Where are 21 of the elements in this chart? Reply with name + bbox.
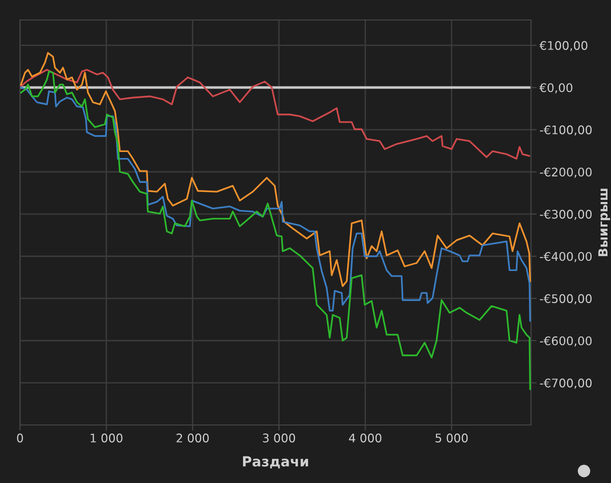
- y-tick-label: -€300,00: [540, 210, 592, 220]
- y-tick-label: €100,00: [539, 41, 588, 52]
- y-tick-label: -€700,00: [540, 378, 592, 389]
- x-tick-label: 5 000: [436, 434, 468, 442]
- x-tick-label: 2 000: [176, 434, 209, 442]
- line-series: [20, 70, 531, 390]
- y-tick-label: €0,00: [539, 83, 572, 94]
- x-axis-title: Раздачи: [243, 456, 308, 468]
- line-series: [20, 86, 531, 322]
- x-tick-label: 4 000: [348, 434, 382, 442]
- y-axis-title: Выигрыш: [598, 188, 610, 256]
- y-tick-label: -€200,00: [540, 168, 592, 178]
- y-tick-label: -€100,00: [540, 125, 592, 136]
- x-tick-label: 1 000: [90, 434, 122, 442]
- x-tick-label: 0: [17, 434, 23, 442]
- y-tick-label: -€500,00: [540, 294, 592, 304]
- x-tick-label: 3 000: [262, 434, 296, 442]
- line-series: [20, 68, 530, 160]
- y-tick-label: -€600,00: [540, 336, 592, 346]
- line-series: [20, 52, 531, 288]
- y-tick-label: -€400,00: [540, 252, 592, 262]
